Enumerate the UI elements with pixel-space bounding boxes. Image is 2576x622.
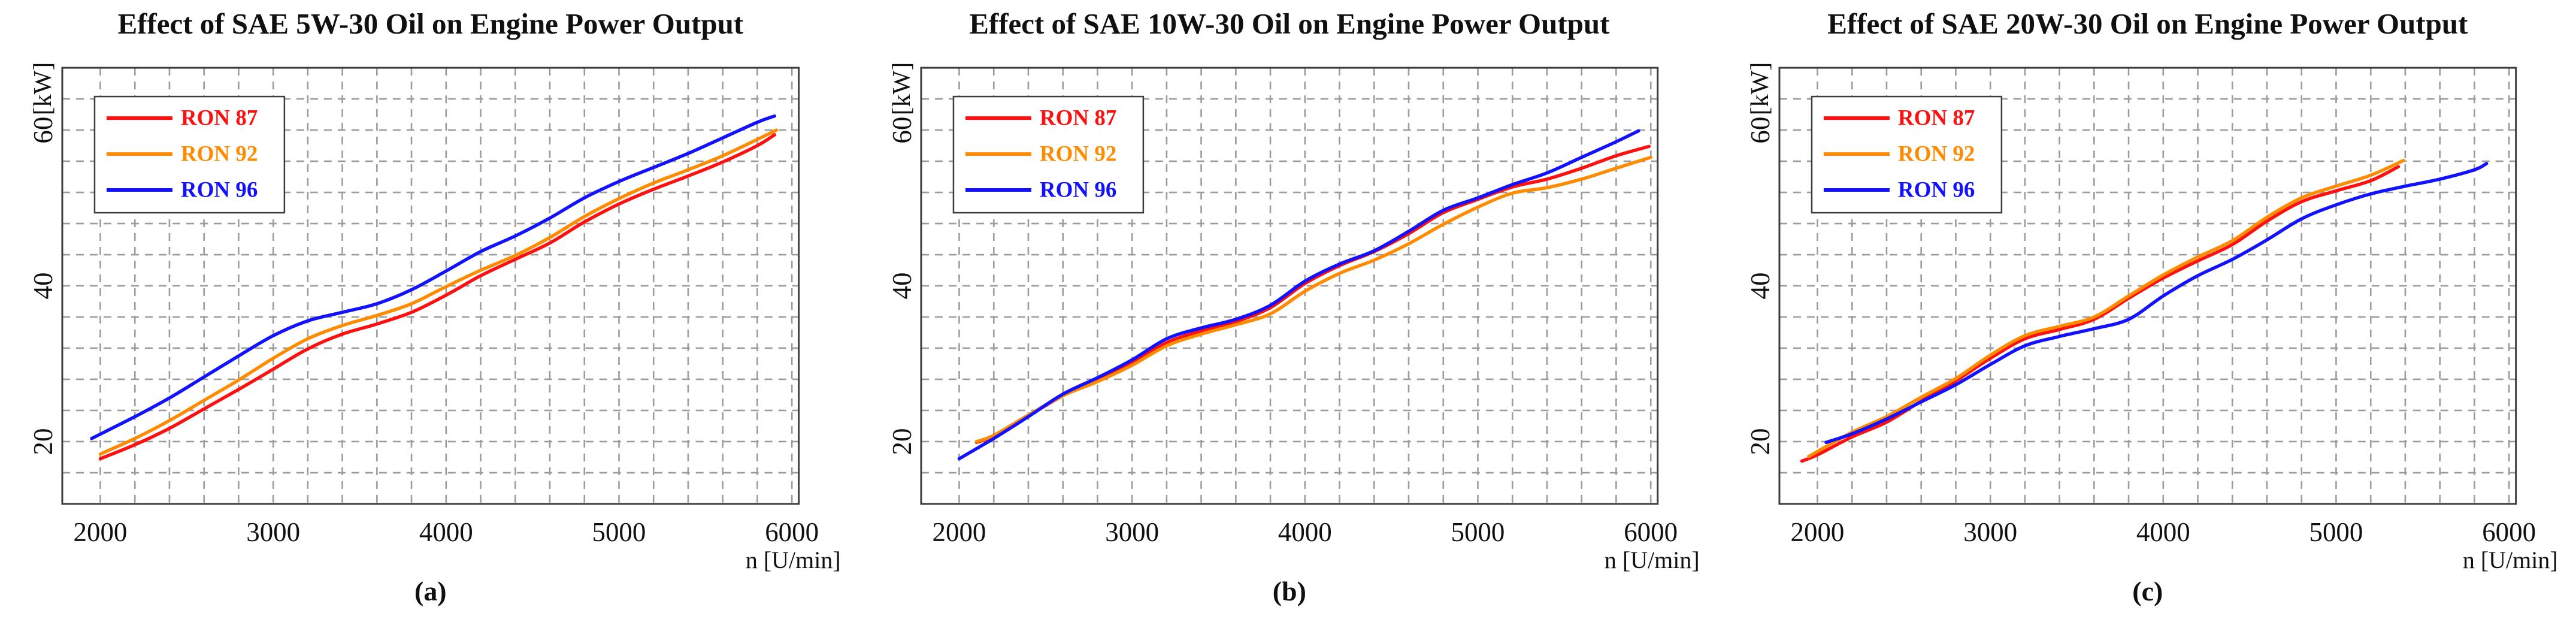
curve-ron-92 [974, 155, 1652, 443]
legend-label-ron-87: RON 87 [181, 106, 258, 131]
y-axis-label: [kW] [1746, 62, 1774, 116]
legend-label-ron-87: RON 87 [1898, 106, 1975, 131]
x-tick-label-3000: 3000 [246, 517, 300, 547]
chart-panel-b: Effect of SAE 10W-30 Oil on Engine Power… [858, 0, 1718, 622]
legend-label-ron-92: RON 92 [1040, 142, 1116, 167]
y-axis-label: [kW] [888, 62, 916, 116]
subplot-label: (b) [1272, 576, 1306, 606]
legend: RON 87 RON 92 RON 96 [952, 95, 1144, 214]
y-tick-label-60: 60 [28, 117, 58, 144]
curve-ron-92 [98, 128, 778, 456]
curve-ron-96 [957, 129, 1640, 461]
x-tick-label-5000: 5000 [2309, 517, 2363, 547]
y-tick-label-20: 20 [887, 428, 917, 455]
x-tick-label-6000: 6000 [1624, 517, 1678, 547]
curve-ron-92 [1807, 159, 2406, 458]
x-tick-label-4000: 4000 [2136, 517, 2190, 547]
legend: RON 87 RON 92 RON 96 [1811, 95, 2003, 214]
legend-label-ron-92: RON 92 [1898, 142, 1975, 167]
x-tick-label-6000: 6000 [765, 517, 819, 547]
y-tick-label-40: 40 [887, 273, 917, 300]
x-axis-label: n [U/min] [746, 546, 841, 573]
legend: RON 87 RON 92 RON 96 [93, 95, 286, 214]
plot-box [1778, 67, 2517, 505]
legend-label-ron-96: RON 96 [181, 178, 258, 203]
plot-box [61, 67, 800, 505]
x-axis-label: n [U/min] [2463, 546, 2558, 573]
chart-svg-b: Effect of SAE 10W-30 Oil on Engine Power… [858, 0, 1718, 622]
chart-panel-c: Effect of SAE 20W-30 Oil on Engine Power… [1717, 0, 2576, 622]
subplot-label: (c) [2133, 576, 2163, 606]
x-tick-label-5000: 5000 [1451, 517, 1505, 547]
legend-label-ron-96: RON 96 [1898, 178, 1975, 203]
x-tick-label-2000: 2000 [932, 517, 986, 547]
curve-ron-87 [98, 133, 777, 461]
x-tick-label-2000: 2000 [1791, 517, 1845, 547]
curve-ron-96 [1824, 162, 2489, 444]
curve-ron-96 [90, 114, 777, 440]
y-tick-label-20: 20 [1745, 428, 1775, 455]
chart-title: Effect of SAE 5W-30 Oil on Engine Power … [117, 7, 743, 40]
x-tick-label-2000: 2000 [73, 517, 127, 547]
x-tick-label-5000: 5000 [592, 517, 646, 547]
chart-title: Effect of SAE 10W-30 Oil on Engine Power… [969, 7, 1610, 40]
legend-label-ron-96: RON 96 [1040, 178, 1116, 203]
chart-svg-c: Effect of SAE 20W-30 Oil on Engine Power… [1717, 0, 2576, 622]
plot-box [920, 67, 1658, 505]
x-axis-label: n [U/min] [1605, 546, 1700, 573]
curve-ron-87 [1800, 165, 2401, 463]
chart-title: Effect of SAE 20W-30 Oil on Engine Power… [1828, 7, 2469, 40]
x-tick-label-6000: 6000 [2483, 517, 2536, 547]
x-tick-label-3000: 3000 [1105, 517, 1159, 547]
subplot-label: (a) [414, 576, 447, 606]
x-tick-label-3000: 3000 [1964, 517, 2018, 547]
x-tick-label-4000: 4000 [1278, 517, 1332, 547]
legend-label-ron-87: RON 87 [1040, 106, 1116, 131]
legend-label-ron-92: RON 92 [181, 142, 258, 167]
y-tick-label-20: 20 [28, 428, 58, 455]
x-tick-label-4000: 4000 [419, 517, 473, 547]
chart-panel-a: Effect of SAE 5W-30 Oil on Engine Power … [0, 0, 859, 622]
y-tick-label-40: 40 [1745, 273, 1775, 300]
y-tick-label-40: 40 [28, 273, 58, 300]
chart-svg-a: Effect of SAE 5W-30 Oil on Engine Power … [0, 0, 859, 622]
y-tick-label-60: 60 [887, 117, 917, 144]
y-axis-label: [kW] [29, 62, 57, 116]
y-tick-label-60: 60 [1745, 117, 1775, 144]
